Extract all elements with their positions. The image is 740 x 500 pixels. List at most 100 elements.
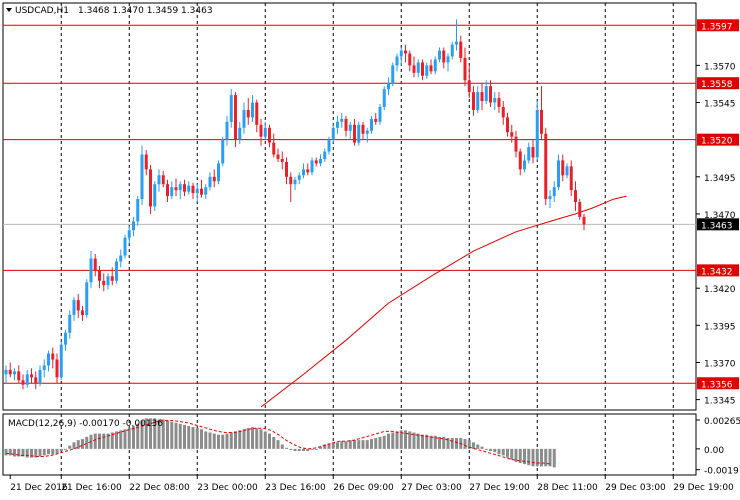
macd-histogram-bar — [123, 429, 127, 449]
macd-histogram-bar — [8, 448, 12, 456]
candle-body — [136, 199, 140, 222]
macd-histogram-bar — [433, 435, 437, 449]
price-tick-label: 1.3545 — [704, 100, 736, 110]
candle-body — [183, 184, 186, 192]
macd-histogram-bar — [297, 448, 301, 452]
macd-histogram-bar — [348, 440, 352, 449]
candle-body — [523, 160, 526, 170]
macd-histogram-bar — [408, 431, 412, 449]
candle-body — [195, 188, 199, 194]
candle-body — [293, 179, 297, 185]
macd-histogram-bar — [404, 430, 407, 449]
candle-body — [578, 202, 582, 217]
candle-body — [323, 151, 327, 159]
candle-body — [582, 216, 586, 225]
macd-histogram-bar — [238, 430, 242, 449]
price-tick-label: 1.3370 — [704, 359, 736, 369]
macd-histogram-bar — [98, 433, 101, 449]
price-tick-label: 1.3395 — [704, 322, 736, 332]
macd-histogram-bar — [255, 428, 259, 449]
macd-histogram-bar — [387, 433, 390, 449]
macd-histogram-bar — [421, 434, 424, 449]
macd-histogram-bar — [416, 433, 420, 449]
macd-histogram-bar — [336, 442, 339, 449]
candle-body — [34, 377, 38, 384]
macd-histogram-bar — [314, 448, 318, 450]
macd-histogram-bar — [30, 448, 33, 458]
candle-body — [412, 65, 416, 73]
macd-histogram-bar — [323, 444, 327, 449]
macd-histogram-bar — [467, 440, 471, 449]
candle-body — [540, 109, 543, 134]
macd-histogram-bar — [523, 448, 526, 465]
price-panel — [2, 2, 697, 411]
candle-body — [25, 374, 29, 385]
candle-body — [157, 175, 161, 185]
macd-histogram-bar — [472, 442, 475, 449]
macd-histogram-bar — [106, 433, 110, 449]
candle-body — [574, 190, 577, 203]
candle-body — [514, 136, 518, 152]
macd-histogram-bar — [476, 444, 480, 449]
macd-histogram-bar — [51, 448, 55, 455]
time-tick-label: 28 Dec 11:00 — [537, 483, 598, 493]
macd-histogram-bar — [489, 448, 492, 452]
macd-histogram-bar — [191, 427, 195, 449]
macd-histogram-bar — [208, 432, 212, 449]
candle-body — [552, 187, 556, 197]
candle-body — [106, 276, 110, 286]
macd-histogram-bar — [552, 448, 556, 468]
macd-tick-label: -0.00191 — [704, 467, 740, 477]
macd-histogram-bar — [438, 436, 441, 449]
candle-body — [161, 175, 165, 185]
candle-body — [489, 86, 492, 103]
macd-tick-label: 0.00 — [704, 446, 724, 456]
macd-histogram-bar — [276, 440, 280, 449]
candle-body — [238, 127, 242, 140]
macd-histogram-bar — [140, 420, 144, 449]
candle-body — [370, 118, 373, 131]
time-tick-label: 23 Dec 16:00 — [265, 483, 326, 493]
candle-body — [433, 59, 437, 72]
macd-histogram-bar — [450, 437, 454, 449]
candle-body — [416, 62, 420, 73]
macd-tick-label: 0.00265 — [704, 417, 740, 427]
candle-body — [306, 169, 310, 173]
candle-body — [217, 163, 220, 182]
moving-average-line — [260, 195, 627, 408]
macd-histogram-bar — [497, 448, 501, 455]
candle-body — [132, 221, 135, 231]
macd-histogram-bar — [144, 418, 148, 449]
macd-histogram-bar — [506, 448, 509, 458]
macd-histogram-bar — [374, 437, 378, 449]
macd-histogram-bar — [463, 439, 467, 449]
candle-body — [510, 132, 514, 137]
macd-histogram-bar — [306, 448, 310, 452]
candle-body — [527, 147, 531, 161]
candle-body — [365, 130, 369, 134]
candle-body — [119, 255, 123, 262]
candle-body — [89, 258, 93, 283]
candle-body — [72, 300, 76, 315]
macd-histogram-bar — [484, 448, 488, 450]
candle-body — [455, 41, 458, 45]
candle-body — [344, 118, 348, 131]
time-tick-label: 29 Dec 03:00 — [605, 483, 666, 493]
candle-body — [387, 83, 390, 90]
macd-histogram-bar — [302, 448, 305, 452]
candle-body — [548, 196, 552, 200]
macd-histogram-bar — [527, 448, 531, 466]
macd-histogram-bar — [514, 448, 518, 462]
candle-body — [557, 160, 560, 188]
candle-body — [191, 185, 195, 194]
macd-histogram-bar — [55, 448, 59, 454]
candle-body — [38, 369, 42, 384]
dropdown-triangle-icon — [6, 8, 12, 12]
macd-histogram-bar — [187, 425, 191, 449]
macd-histogram-bar — [289, 448, 293, 450]
candle-body — [459, 41, 463, 58]
macd-histogram-bar — [361, 440, 365, 449]
candle-body — [429, 65, 433, 72]
candle-body — [353, 124, 356, 143]
